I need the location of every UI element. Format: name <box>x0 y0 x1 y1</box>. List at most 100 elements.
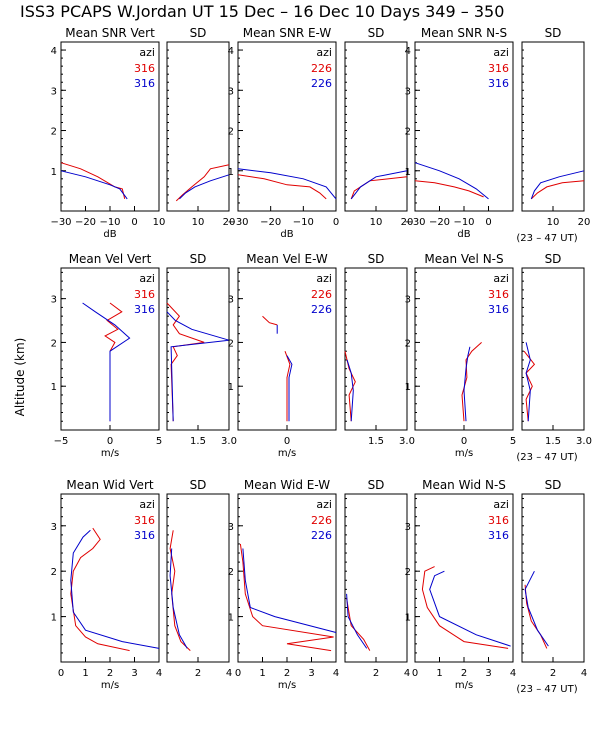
x-axis-label: m/s <box>455 448 473 459</box>
panel-2-0: Mean Wid Vert 1 2 3 0 1 2 3 4 m/s azi 316 316 <box>51 478 163 691</box>
series-line-blue <box>242 548 337 633</box>
panel-title: SD <box>368 26 385 40</box>
y-tick-label: 3 <box>51 522 57 533</box>
x-tick-label: 2 <box>550 668 556 679</box>
panel-title: Mean Vel E-W <box>246 252 328 266</box>
series-line-blue <box>346 593 368 649</box>
x-tick-label: −20 <box>260 217 281 228</box>
y-tick-label: 3 <box>51 86 57 97</box>
panel-1-5: SD 1.5 3.0 (23 – 47 UT) <box>516 252 592 463</box>
y-tick-label: 2 <box>228 338 234 349</box>
x-axis-label: m/s <box>455 680 473 691</box>
x-tick-label: 4 <box>581 668 587 679</box>
x-tick-label: 1 <box>82 668 88 679</box>
legend-red-entry: 226 <box>311 514 332 527</box>
series-line-blue <box>82 302 131 422</box>
x-tick-label: 0 <box>284 436 290 447</box>
panel-title: Mean Wid N-S <box>422 478 506 492</box>
x-tick-label: 20 <box>578 217 591 228</box>
panel-2-2: Mean Wid E-W 1 2 3 0 1 2 3 4 m/s azi 226 226 <box>228 478 340 691</box>
x-tick-label: 0 <box>58 668 64 679</box>
x-tick-label: 0 <box>333 217 339 228</box>
legend-red-entry: 316 <box>134 514 155 527</box>
y-tick-label: 2 <box>405 127 411 138</box>
x-tick-label: −30 <box>404 217 425 228</box>
x-tick-label: 1.5 <box>190 436 206 447</box>
panel-frame <box>166 493 230 663</box>
series-line-blue <box>60 170 128 200</box>
legend-title: azi <box>493 272 509 285</box>
series-line-red <box>169 530 191 651</box>
ut-range-note: (23 – 47 UT) <box>516 684 577 695</box>
series-line-red <box>104 302 123 422</box>
legend-blue-entry: 316 <box>134 77 155 90</box>
panel-0-1: SD 10 20 <box>166 26 236 228</box>
legend-red-entry: 226 <box>311 288 332 301</box>
x-tick-label: 0 <box>461 436 467 447</box>
x-tick-label: 0 <box>485 217 491 228</box>
x-tick-label: 4 <box>404 668 410 679</box>
panel-frame <box>344 493 408 663</box>
series-line-blue <box>530 170 585 200</box>
x-tick-label: 2 <box>195 668 201 679</box>
panel-2-5: SD 2 4 (23 – 47 UT) <box>516 478 587 695</box>
legend-blue-entry: 226 <box>311 529 332 542</box>
legend-red-entry: 226 <box>311 62 332 75</box>
x-axis-label: m/s <box>278 680 296 691</box>
panel-0-2: Mean SNR E-W 1 2 3 4 −30 −20 −10 0 dB azi 226 226 <box>227 26 339 240</box>
panel-title: SD <box>545 26 562 40</box>
x-tick-label: −10 <box>99 217 120 228</box>
series-line-red <box>239 543 334 652</box>
legend-red-entry: 316 <box>488 514 509 527</box>
panel-frame <box>521 267 585 431</box>
panel-1-1: SD 1.5 3.0 <box>166 252 237 447</box>
panel-1-3: SD 1.5 3.0 <box>344 252 415 447</box>
x-tick-label: 3 <box>308 668 314 679</box>
panel-2-3: SD 2 4 <box>344 478 410 679</box>
figure-title: ISS3 PCAPS W.Jordan UT 15 Dec – 16 Dec 1… <box>20 2 505 21</box>
x-tick-label: −20 <box>75 217 96 228</box>
panel-title: SD <box>190 478 207 492</box>
x-tick-label: 1.5 <box>368 436 384 447</box>
x-axis-label: dB <box>457 229 470 240</box>
panel-0-0: Mean SNR Vert 1 2 3 4 −30 −20 −10 0 10 dB azi 316 316 <box>50 26 165 240</box>
y-tick-label: 1 <box>405 613 411 624</box>
y-tick-label: 2 <box>51 338 57 349</box>
x-axis-label: m/s <box>101 680 119 691</box>
panel-2-4: Mean Wid N-S 1 2 3 0 1 2 3 4 m/s azi 316 316 <box>405 478 517 691</box>
y-tick-label: 2 <box>51 127 57 138</box>
y-tick-label: 1 <box>51 382 57 393</box>
panel-title: Mean SNR E-W <box>243 26 332 40</box>
x-tick-label: 10 <box>370 217 383 228</box>
series-line-blue <box>346 359 354 422</box>
ut-range-note: (23 – 47 UT) <box>516 452 577 463</box>
series-line-blue <box>524 570 549 647</box>
legend-blue-entry: 316 <box>488 303 509 316</box>
series-line-red <box>346 598 371 651</box>
x-tick-label: 20 <box>223 217 236 228</box>
x-tick-label: 0 <box>235 668 241 679</box>
x-tick-label: 2 <box>284 668 290 679</box>
series-line-red <box>166 302 205 422</box>
x-tick-label: −5 <box>54 436 69 447</box>
y-tick-label: 3 <box>405 522 411 533</box>
legend-title: azi <box>493 498 509 511</box>
x-tick-label: 10 <box>192 217 205 228</box>
x-axis-label: dB <box>103 229 116 240</box>
y-tick-label: 4 <box>405 46 411 57</box>
x-tick-label: 4 <box>156 668 162 679</box>
series-line-blue <box>525 342 531 422</box>
y-tick-label: 2 <box>51 567 57 578</box>
series-line-red <box>175 164 230 202</box>
x-tick-label: −30 <box>50 217 71 228</box>
panel-2-1: SD 2 4 <box>166 478 232 679</box>
panel-title: SD <box>545 478 562 492</box>
panel-title: Mean Vel N-S <box>424 252 503 266</box>
y-tick-label: 2 <box>405 338 411 349</box>
panel-0-5: SD 10 20(23 – 47 UT) <box>516 26 590 244</box>
series-line-red <box>60 162 126 200</box>
y-tick-label: 3 <box>51 295 57 306</box>
series-line-blue <box>179 174 230 200</box>
series-line-blue <box>414 162 489 200</box>
panel-title: SD <box>368 478 385 492</box>
